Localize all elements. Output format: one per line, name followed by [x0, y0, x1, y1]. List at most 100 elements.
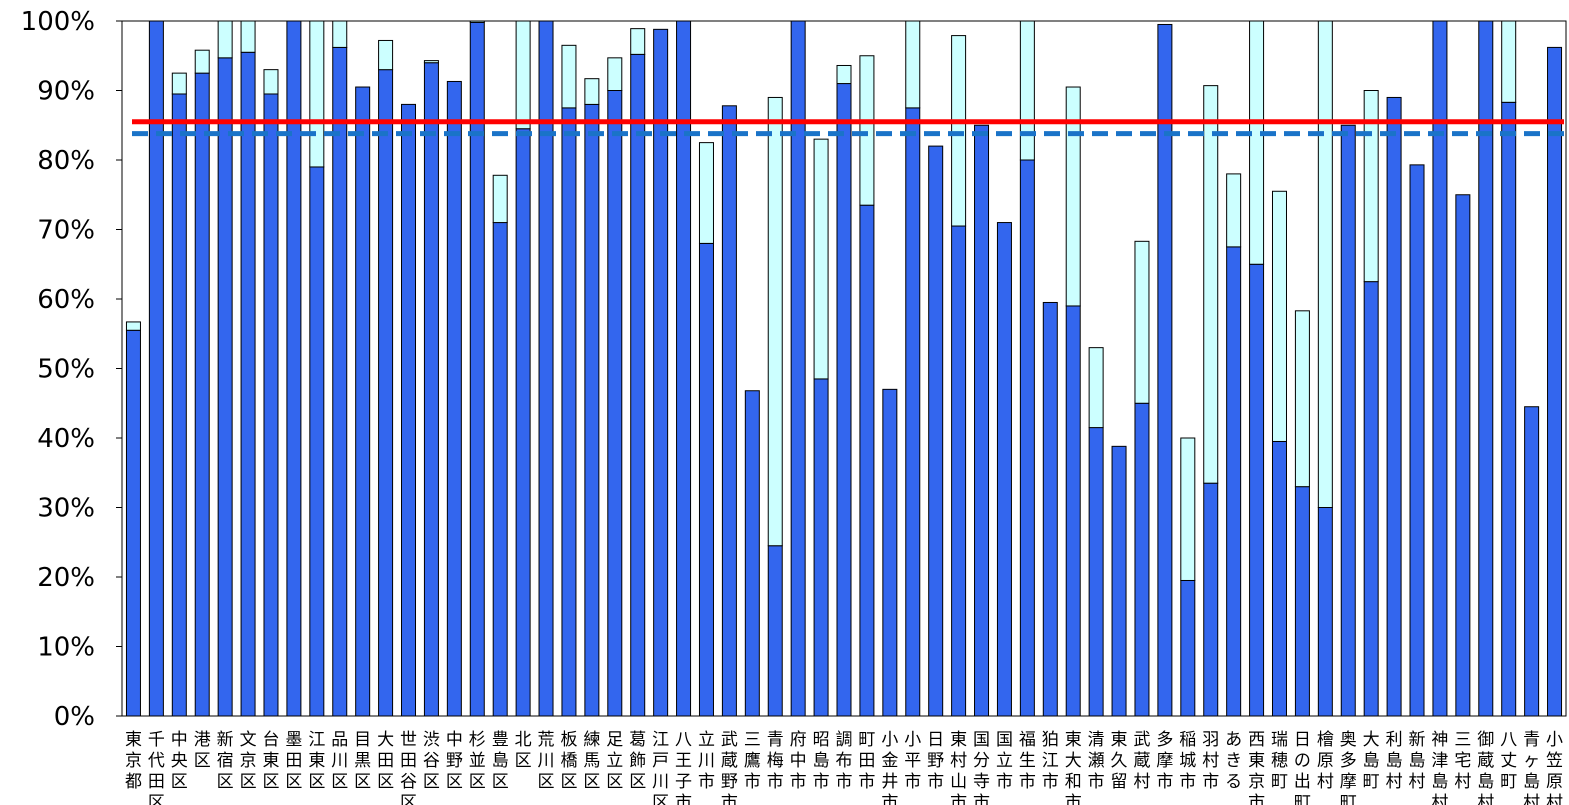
bar-base [836, 83, 852, 717]
bar-extra [1317, 20, 1333, 508]
bar-extra [1088, 347, 1104, 429]
x-tick-label: 東久留… [1111, 730, 1128, 805]
bar-extra [951, 35, 967, 227]
x-tick-label: あきる… [1225, 730, 1242, 805]
bar-extra [905, 20, 921, 109]
bar-extra [125, 321, 141, 331]
bar-extra [423, 60, 439, 64]
bar-base [744, 390, 760, 717]
bar-base [1042, 301, 1058, 717]
bar-base [1409, 164, 1425, 717]
bar-extra [378, 39, 394, 71]
bar-extra [1294, 310, 1310, 488]
bar-base [401, 103, 417, 717]
bar-base [148, 20, 164, 717]
bar-base [561, 107, 577, 717]
x-tick-label: 羽村市 [1202, 730, 1219, 792]
y-tick-label: 10% [37, 633, 95, 663]
x-tick-label: 世田谷区 [400, 730, 417, 805]
bar-base [928, 145, 944, 717]
y-tick-label: 90% [37, 77, 95, 107]
bar-base [355, 86, 371, 717]
y-tick-label: 50% [37, 355, 95, 385]
bar-base [217, 57, 233, 717]
bar-base [171, 93, 187, 717]
bar-base [1271, 440, 1287, 717]
x-tick-label: 東村山市 [950, 730, 967, 805]
bar-extra [1501, 20, 1517, 103]
bar-base [1019, 159, 1035, 717]
bar-base [378, 69, 394, 717]
bar-base [1294, 486, 1310, 717]
bar-base [1203, 482, 1219, 717]
bar-extra [1203, 85, 1219, 484]
bar-extra [240, 20, 256, 53]
x-tick-label: 神津島村 [1431, 730, 1448, 805]
bar-base [721, 105, 737, 717]
bar-extra [1363, 90, 1379, 283]
bar-base [125, 329, 141, 717]
x-tick-label: 文京区 [240, 730, 257, 792]
x-tick-label: 板橋区 [560, 730, 577, 792]
bar-extra [217, 20, 233, 59]
x-tick-label: 足立区 [606, 730, 623, 792]
bar-extra [1226, 173, 1242, 248]
bar-base [1455, 194, 1471, 717]
x-tick-label: 豊島区 [492, 730, 509, 792]
y-tick-label: 80% [37, 146, 95, 176]
bar-base [1134, 402, 1150, 717]
bar-base [469, 21, 485, 717]
x-tick-label: 東京都 [125, 730, 142, 792]
x-tick-label: 御蔵島村 [1477, 730, 1494, 805]
bar-base [676, 20, 692, 717]
x-tick-label: 利島村 [1386, 730, 1403, 792]
bar-base [1157, 23, 1173, 717]
bar-base [446, 80, 462, 717]
x-tick-label: 清瀬市 [1088, 730, 1105, 792]
bar-extra [492, 174, 508, 224]
bar-extra [1249, 20, 1265, 265]
x-tick-label: 小平市 [904, 730, 921, 792]
bar-base [698, 242, 714, 717]
bar-base [584, 103, 600, 717]
x-tick-label: 八王子市 [675, 730, 692, 805]
bar-base [1249, 263, 1265, 717]
bar-extra [1019, 20, 1035, 161]
bar-extra [332, 20, 348, 48]
x-tick-label: 町田市 [858, 730, 875, 792]
bar-base [1226, 246, 1242, 717]
x-tick-label: 品川区 [331, 730, 348, 792]
x-tick-label: 杉並区 [469, 730, 486, 792]
x-tick-label: 昭島市 [813, 730, 830, 792]
bar-base [240, 51, 256, 717]
x-tick-label: 練馬区 [583, 730, 600, 792]
bar-extra [767, 96, 783, 547]
bar-base [813, 378, 829, 717]
x-tick-label: 西東京市 [1248, 730, 1265, 805]
x-tick-label: 北区 [515, 730, 532, 771]
bar-base [790, 20, 806, 717]
bar-base [859, 204, 875, 717]
x-tick-label: 小笠原村 [1546, 730, 1563, 805]
bar-extra [836, 64, 852, 85]
x-tick-label: 荒川区 [538, 730, 555, 792]
bar-base [905, 107, 921, 717]
bar-base [263, 93, 279, 717]
bar-base [332, 46, 348, 717]
bar-extra [1134, 240, 1150, 404]
bar-base [767, 545, 783, 717]
bar-base [974, 124, 990, 717]
bar-base [1501, 101, 1517, 717]
bar-base [423, 62, 439, 717]
x-axis-tick-labels: 東京都千代田区中央区港区新宿区文京区台東区墨田区江東区品川区目黒区大田区世田谷区… [125, 729, 1563, 805]
bar-base [538, 20, 554, 717]
x-tick-label: 葛飾区 [629, 730, 646, 792]
x-tick-label: 国立市 [996, 730, 1013, 792]
x-tick-label: 国分寺市 [973, 730, 990, 805]
reference-lines [132, 119, 1564, 137]
y-axis-tick-labels: 0% 10% 20% 30% 40% 50% 60% 70% 80% 90% 100% [21, 7, 122, 732]
x-tick-label: 日の出町 [1294, 730, 1311, 805]
y-tick-label: 30% [37, 494, 95, 524]
bar-base [951, 225, 967, 717]
x-tick-label: 奥多摩町 [1340, 730, 1357, 805]
